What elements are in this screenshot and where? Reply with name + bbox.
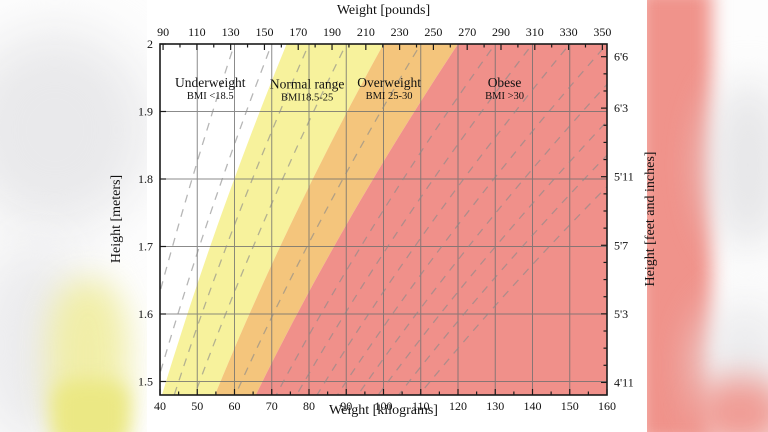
tick-label-kg: 50 bbox=[191, 399, 203, 413]
bmi-dashed-lines bbox=[160, 44, 607, 395]
bmi-line-22.5 bbox=[193, 44, 348, 395]
bmi-line-27.5 bbox=[234, 44, 422, 395]
tick-label-lb: 310 bbox=[526, 25, 544, 39]
bmi-line-32.5 bbox=[275, 44, 497, 395]
tick-label-lb: 90 bbox=[157, 25, 169, 39]
bmi-line-45 bbox=[377, 120, 607, 395]
tick-label-lb: 230 bbox=[391, 25, 409, 39]
region-overweight bbox=[214, 44, 459, 395]
region-label-normal-range: Normal range bbox=[270, 77, 345, 92]
tick-label-m: 1.7 bbox=[138, 240, 153, 254]
plot-area bbox=[160, 44, 607, 395]
region-sublabel: BMI 25-30 bbox=[366, 91, 413, 102]
tick-label-lb: 170 bbox=[289, 25, 307, 39]
axis-title-height-meters: Height [meters] bbox=[109, 174, 124, 264]
tick-label-lb: 350 bbox=[593, 25, 611, 39]
tick-label-ftin: 4'11 bbox=[614, 375, 634, 389]
region-label-obese: Obese bbox=[488, 75, 522, 90]
tick-label-lb: 270 bbox=[458, 25, 476, 39]
bmi-line-40 bbox=[336, 44, 607, 395]
tick-label-lb: 190 bbox=[323, 25, 341, 39]
tick-label-lb: 290 bbox=[492, 25, 510, 39]
tick-label-ftin: 6'3 bbox=[614, 101, 628, 115]
axis-ticks bbox=[159, 43, 608, 395]
tick-label-ftin: 5'11 bbox=[614, 170, 634, 184]
region-obese bbox=[255, 44, 607, 395]
tick-label-lb: 210 bbox=[357, 25, 375, 39]
region-label-overweight: Overweight bbox=[357, 75, 421, 90]
tick-label-kg: 80 bbox=[303, 399, 315, 413]
axis-title-weight-kilograms: Weight [kilograms] bbox=[329, 403, 438, 418]
tick-label-m: 1.6 bbox=[138, 307, 153, 321]
axis-title-height-feet-inches: Height [feet and inches] bbox=[643, 151, 658, 287]
tick-label-kg: 100 bbox=[375, 399, 393, 413]
tick-label-ftin: 6'6 bbox=[614, 50, 628, 64]
tick-label-kg: 130 bbox=[486, 399, 504, 413]
gridlines bbox=[160, 44, 607, 395]
tick-label-kg: 140 bbox=[524, 399, 542, 413]
region-sublabel: BMI18.5-25 bbox=[281, 93, 333, 104]
bmi-line-42.5 bbox=[357, 83, 607, 395]
tick-label-ftin: 5'3 bbox=[614, 307, 628, 321]
axis-title-weight-pounds: Weight [pounds] bbox=[336, 3, 431, 18]
region-normal-range bbox=[161, 44, 384, 395]
region-label-underweight: Underweight bbox=[175, 75, 246, 90]
tick-label-m: 1.9 bbox=[138, 105, 153, 119]
bmi-line-35 bbox=[295, 44, 534, 395]
region-sublabel: BMI >30 bbox=[485, 91, 524, 102]
tick-label-m: 2 bbox=[147, 37, 153, 51]
tick-label-kg: 120 bbox=[449, 399, 467, 413]
bmi-line-17.5 bbox=[160, 44, 273, 376]
bmi-line-37.5 bbox=[316, 44, 571, 395]
bmi-line-47.5 bbox=[397, 154, 607, 395]
tick-label-ftin: 5'7 bbox=[614, 238, 628, 252]
tick-label-lb: 250 bbox=[424, 25, 442, 39]
tick-label-lb: 110 bbox=[188, 25, 206, 39]
tick-label-lb: 330 bbox=[560, 25, 578, 39]
tick-label-kg: 70 bbox=[266, 399, 278, 413]
tick-label-kg: 160 bbox=[598, 399, 616, 413]
bmi-line-50 bbox=[418, 185, 607, 395]
tick-label-kg: 150 bbox=[561, 399, 579, 413]
tick-label-kg: 90 bbox=[340, 399, 352, 413]
region-sublabel: BMI <18.5 bbox=[187, 91, 234, 102]
region-underweight bbox=[160, 44, 287, 395]
tick-label-lb: 150 bbox=[255, 25, 273, 39]
tick-label-m: 1.8 bbox=[138, 172, 153, 186]
bmi-line-15 bbox=[160, 44, 236, 295]
tick-label-kg: 60 bbox=[229, 399, 241, 413]
bmi-line-20 bbox=[173, 44, 310, 395]
tick-label-kg: 110 bbox=[412, 399, 430, 413]
tick-label-lb: 130 bbox=[222, 25, 240, 39]
tick-label-m: 1.5 bbox=[138, 375, 153, 389]
tick-label-kg: 40 bbox=[154, 399, 166, 413]
